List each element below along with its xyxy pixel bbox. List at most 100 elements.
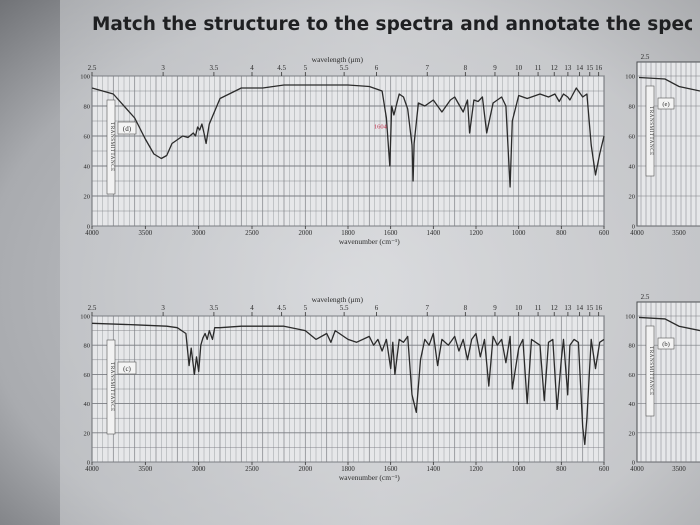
wavenumber-tick-label: 800 [556, 230, 567, 237]
wavelength-tick-label: 2.5 [88, 304, 97, 312]
wavelength-tick-label: 2.5 [641, 53, 650, 61]
transmittance-tick-label: 40 [629, 164, 636, 171]
transmittance-tick-label: 0 [632, 460, 635, 467]
wavenumber-tick-label: 1800 [341, 230, 355, 237]
neighbour-panel-partial: 100 80 60 40 20 0 TRANSMITTANCE (b) 4000 3500 2.5 [625, 293, 700, 473]
spectrum-line [91, 322, 605, 446]
wavelength-tick-label: 9 [493, 304, 497, 312]
wavelength-tick-label: 16 [595, 304, 603, 312]
transmittance-tick-label: 40 [84, 164, 91, 171]
wavenumber-axis-label: wavenumber (cm⁻¹) [339, 237, 400, 246]
ylabel-text: TRANSMITTANCE [648, 106, 653, 156]
wavenumber-tick-label: 1600 [384, 230, 398, 237]
wavelength-tick-label: 3.5 [210, 304, 219, 312]
wavelength-tick-label: 12 [551, 304, 559, 312]
wavenumber-tick-label: 3000 [192, 230, 206, 237]
transmittance-tick-label: 100 [625, 314, 635, 321]
wavelength-tick-label: 11 [535, 304, 542, 312]
page-title: Match the structure to the spectra and a… [92, 14, 692, 35]
wavenumber-axis: 4000 3500 3000 2500 2000 1800 1600 1400 1200 1000… [85, 226, 610, 246]
transmittance-tick-label: 40 [629, 401, 636, 408]
panel-label-frame [657, 337, 675, 350]
spectrum-panel-0: 2.5 3 3.5 4 4.5 5 5.5 6 7 8 9 10 11 12 13 14 15 16 wavelen… [80, 53, 700, 246]
ylabel-frame [645, 85, 655, 177]
wavenumber-tick-label: 1000 [512, 230, 526, 237]
wavelength-tick-label: 15 [586, 64, 594, 72]
wavenumber-tick-label: 1400 [427, 466, 441, 473]
transmittance-tick-label: 100 [625, 74, 635, 81]
wavelength-tick-label: 4.5 [277, 64, 286, 72]
wavelength-axis: 2.5 3 3.5 4 4.5 5 5.5 6 7 8 9 10 11 12 13 14 15 16 wavelen… [88, 295, 603, 316]
ylabel-frame [106, 99, 116, 195]
wavenumber-tick-label: 3500 [672, 230, 686, 237]
spectrum-line [638, 76, 700, 92]
transmittance-tick-label: 60 [84, 134, 91, 141]
wavenumber-tick-label: 1200 [469, 466, 483, 473]
wavenumber-tick-label: 3000 [192, 466, 206, 473]
wavenumber-tick-label: 4000 [630, 466, 644, 473]
transmittance-tick-label: 80 [629, 104, 636, 111]
panel-label: (d) [117, 121, 137, 135]
peak-annotation: 1604 [374, 124, 388, 131]
wavenumber-axis-label: wavenumber (cm⁻¹) [339, 473, 400, 482]
wavelength-tick-label: 3.5 [210, 64, 219, 72]
wavenumber-tick-label: 1800 [341, 466, 355, 473]
wavelength-tick-label: 8 [464, 304, 468, 312]
wavenumber-tick-label: 2000 [299, 230, 313, 237]
wavenumber-tick-label: 2000 [299, 466, 313, 473]
wavenumber-tick-label: 600 [599, 230, 610, 237]
wavelength-axis-label: wavelength (μm) [312, 295, 364, 304]
wavelength-tick-label: 16 [595, 64, 603, 72]
wavenumber-tick-label: 2500 [245, 230, 259, 237]
panel-label: (c) [117, 361, 137, 375]
wavenumber-tick-label: 1000 [512, 466, 526, 473]
spectrum-line [638, 316, 700, 332]
wavenumber-axis: 4000 3500 3000 2500 2000 1800 1600 1400 1200 1000… [85, 462, 610, 482]
panel-label-frame [117, 121, 137, 135]
wavelength-tick-label: 8 [464, 64, 468, 72]
transmittance-tick-label: 80 [629, 343, 636, 350]
wavelength-axis-label: wavelength (μm) [312, 55, 364, 64]
wavelength-tick-label: 6 [375, 304, 379, 312]
wavenumber-tick-label: 4000 [85, 466, 99, 473]
transmittance-tick-label: 80 [84, 104, 91, 111]
wavelength-tick-label: 14 [576, 64, 584, 72]
wavenumber-tick-label: 800 [556, 466, 567, 473]
wavenumber-tick-label: 3500 [139, 230, 153, 237]
spectrum-line [91, 84, 605, 188]
transmittance-tick-label: 100 [80, 314, 90, 321]
transmittance-tick-label: 0 [632, 224, 635, 231]
transmittance-tick-label: 60 [629, 134, 636, 141]
wavelength-tick-label: 7 [425, 304, 429, 312]
wavelength-tick-label: 9 [493, 64, 497, 72]
wavelength-tick-label: 6 [375, 64, 379, 72]
wavelength-tick-label: 5 [304, 304, 308, 312]
wavelength-tick-label: 7 [425, 64, 429, 72]
wavelength-tick-label: 11 [535, 64, 542, 72]
transmittance-tick-label: 0 [87, 460, 90, 467]
wavelength-tick-label: 5.5 [340, 64, 349, 72]
wavelength-axis: 2.5 3 3.5 4 4.5 5 5.5 6 7 8 9 10 11 12 13 14 15 16 wavelen… [88, 55, 603, 76]
transmittance-tick-label: 20 [84, 430, 91, 437]
transmittance-tick-label: 100 [80, 74, 90, 81]
spectrum-panel-1: 2.5 3 3.5 4 4.5 5 5.5 6 7 8 9 10 11 12 13 14 15 16 wavelen… [80, 293, 700, 482]
panel-label-frame [657, 97, 675, 110]
panel-label-text: (b) [662, 341, 670, 348]
wavelength-tick-label: 10 [515, 64, 523, 72]
ylabel-box: TRANSMITTANCE [106, 339, 116, 435]
transmittance-tick-label: 80 [84, 343, 91, 350]
wavenumber-tick-label: 1600 [384, 466, 398, 473]
ylabel-frame [645, 325, 655, 417]
wavelength-tick-label: 14 [576, 304, 584, 312]
ylabel-text: TRANSMITTANCE [109, 362, 114, 412]
wavelength-tick-label: 4 [250, 304, 254, 312]
transmittance-tick-label: 40 [84, 401, 91, 408]
panel-label-frame [117, 361, 137, 375]
wavenumber-tick-label: 1400 [427, 230, 441, 237]
wavelength-tick-label: 3 [161, 304, 165, 312]
wavelength-tick-label: 5.5 [340, 304, 349, 312]
wavelength-tick-label: 4.5 [277, 304, 286, 312]
transmittance-axis: 100 80 60 40 20 0 [80, 74, 90, 231]
